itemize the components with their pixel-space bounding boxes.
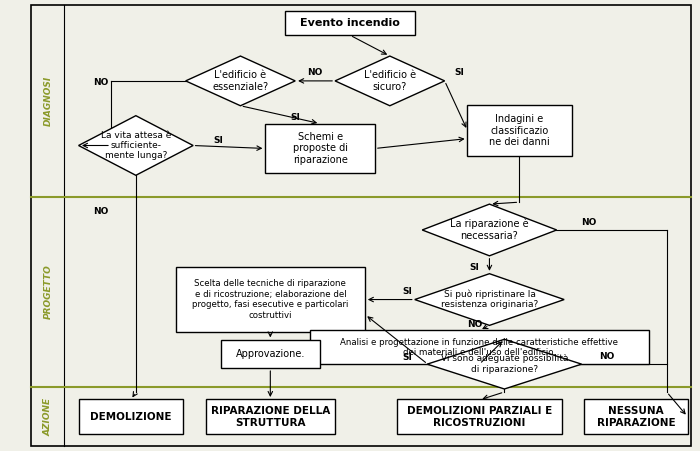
- Text: NO: NO: [582, 217, 596, 226]
- Polygon shape: [335, 56, 444, 106]
- Text: NO: NO: [467, 320, 482, 329]
- Text: La vita attesa è
sufficiente-
mente lunga?: La vita attesa è sufficiente- mente lung…: [101, 131, 171, 161]
- Text: NO: NO: [93, 207, 108, 216]
- Text: SI: SI: [214, 136, 223, 145]
- Bar: [467, 105, 572, 156]
- Text: DEMOLIZIONI PARZIALI E
RICOSTRUZIONI: DEMOLIZIONI PARZIALI E RICOSTRUZIONI: [407, 406, 552, 428]
- Bar: [398, 400, 561, 434]
- Text: NESSUNA
RIPARAZIONE: NESSUNA RIPARAZIONE: [596, 406, 676, 428]
- Text: Schemi e
proposte di
riparazione: Schemi e proposte di riparazione: [293, 132, 348, 165]
- Bar: [206, 400, 335, 434]
- Polygon shape: [414, 274, 564, 325]
- Text: Vi sono adeguate possibilità
di riparazione?: Vi sono adeguate possibilità di riparazi…: [440, 354, 568, 374]
- Bar: [286, 11, 414, 35]
- Text: DIAGNOSI: DIAGNOSI: [43, 76, 52, 126]
- Text: Analisi e progettazione in funzione delle caratteristiche effettive
dei material: Analisi e progettazione in funzione dell…: [340, 337, 619, 357]
- Polygon shape: [78, 115, 193, 175]
- Text: Scelta delle tecniche di riparazione
e di ricostruzione; elaborazione del
proget: Scelta delle tecniche di riparazione e d…: [192, 280, 349, 320]
- Text: L'edificio è
sicuro?: L'edificio è sicuro?: [364, 70, 416, 92]
- Bar: [176, 267, 365, 332]
- Text: SI: SI: [402, 287, 413, 296]
- Polygon shape: [427, 339, 582, 389]
- Text: AZIONE: AZIONE: [43, 398, 52, 436]
- Text: Si può ripristinare la
resistenza originaria?: Si può ripristinare la resistenza origin…: [441, 290, 538, 309]
- Bar: [310, 330, 649, 364]
- Bar: [584, 400, 688, 434]
- Text: PROGETTO: PROGETTO: [43, 264, 52, 319]
- Text: SI: SI: [290, 113, 300, 122]
- Text: NO: NO: [599, 352, 615, 361]
- Text: L'edificio è
essenziale?: L'edificio è essenziale?: [212, 70, 269, 92]
- Text: SI: SI: [402, 353, 413, 362]
- Text: RIPARAZIONE DELLA
STRUTTURA: RIPARAZIONE DELLA STRUTTURA: [211, 406, 330, 428]
- Text: SI: SI: [454, 69, 465, 78]
- Bar: [78, 400, 183, 434]
- Text: Evento incendio: Evento incendio: [300, 18, 400, 28]
- Bar: [265, 124, 375, 173]
- Bar: [220, 341, 320, 368]
- Text: NO: NO: [93, 78, 108, 87]
- Text: NO: NO: [307, 69, 323, 78]
- Text: Approvazione.: Approvazione.: [236, 349, 305, 359]
- Text: DEMOLIZIONE: DEMOLIZIONE: [90, 412, 172, 422]
- Text: La riparazione è
necessaria?: La riparazione è necessaria?: [450, 219, 528, 241]
- Text: Indagini e
classificazio
ne dei danni: Indagini e classificazio ne dei danni: [489, 114, 550, 147]
- Polygon shape: [422, 204, 556, 256]
- Polygon shape: [186, 56, 295, 106]
- Text: SI: SI: [470, 263, 480, 272]
